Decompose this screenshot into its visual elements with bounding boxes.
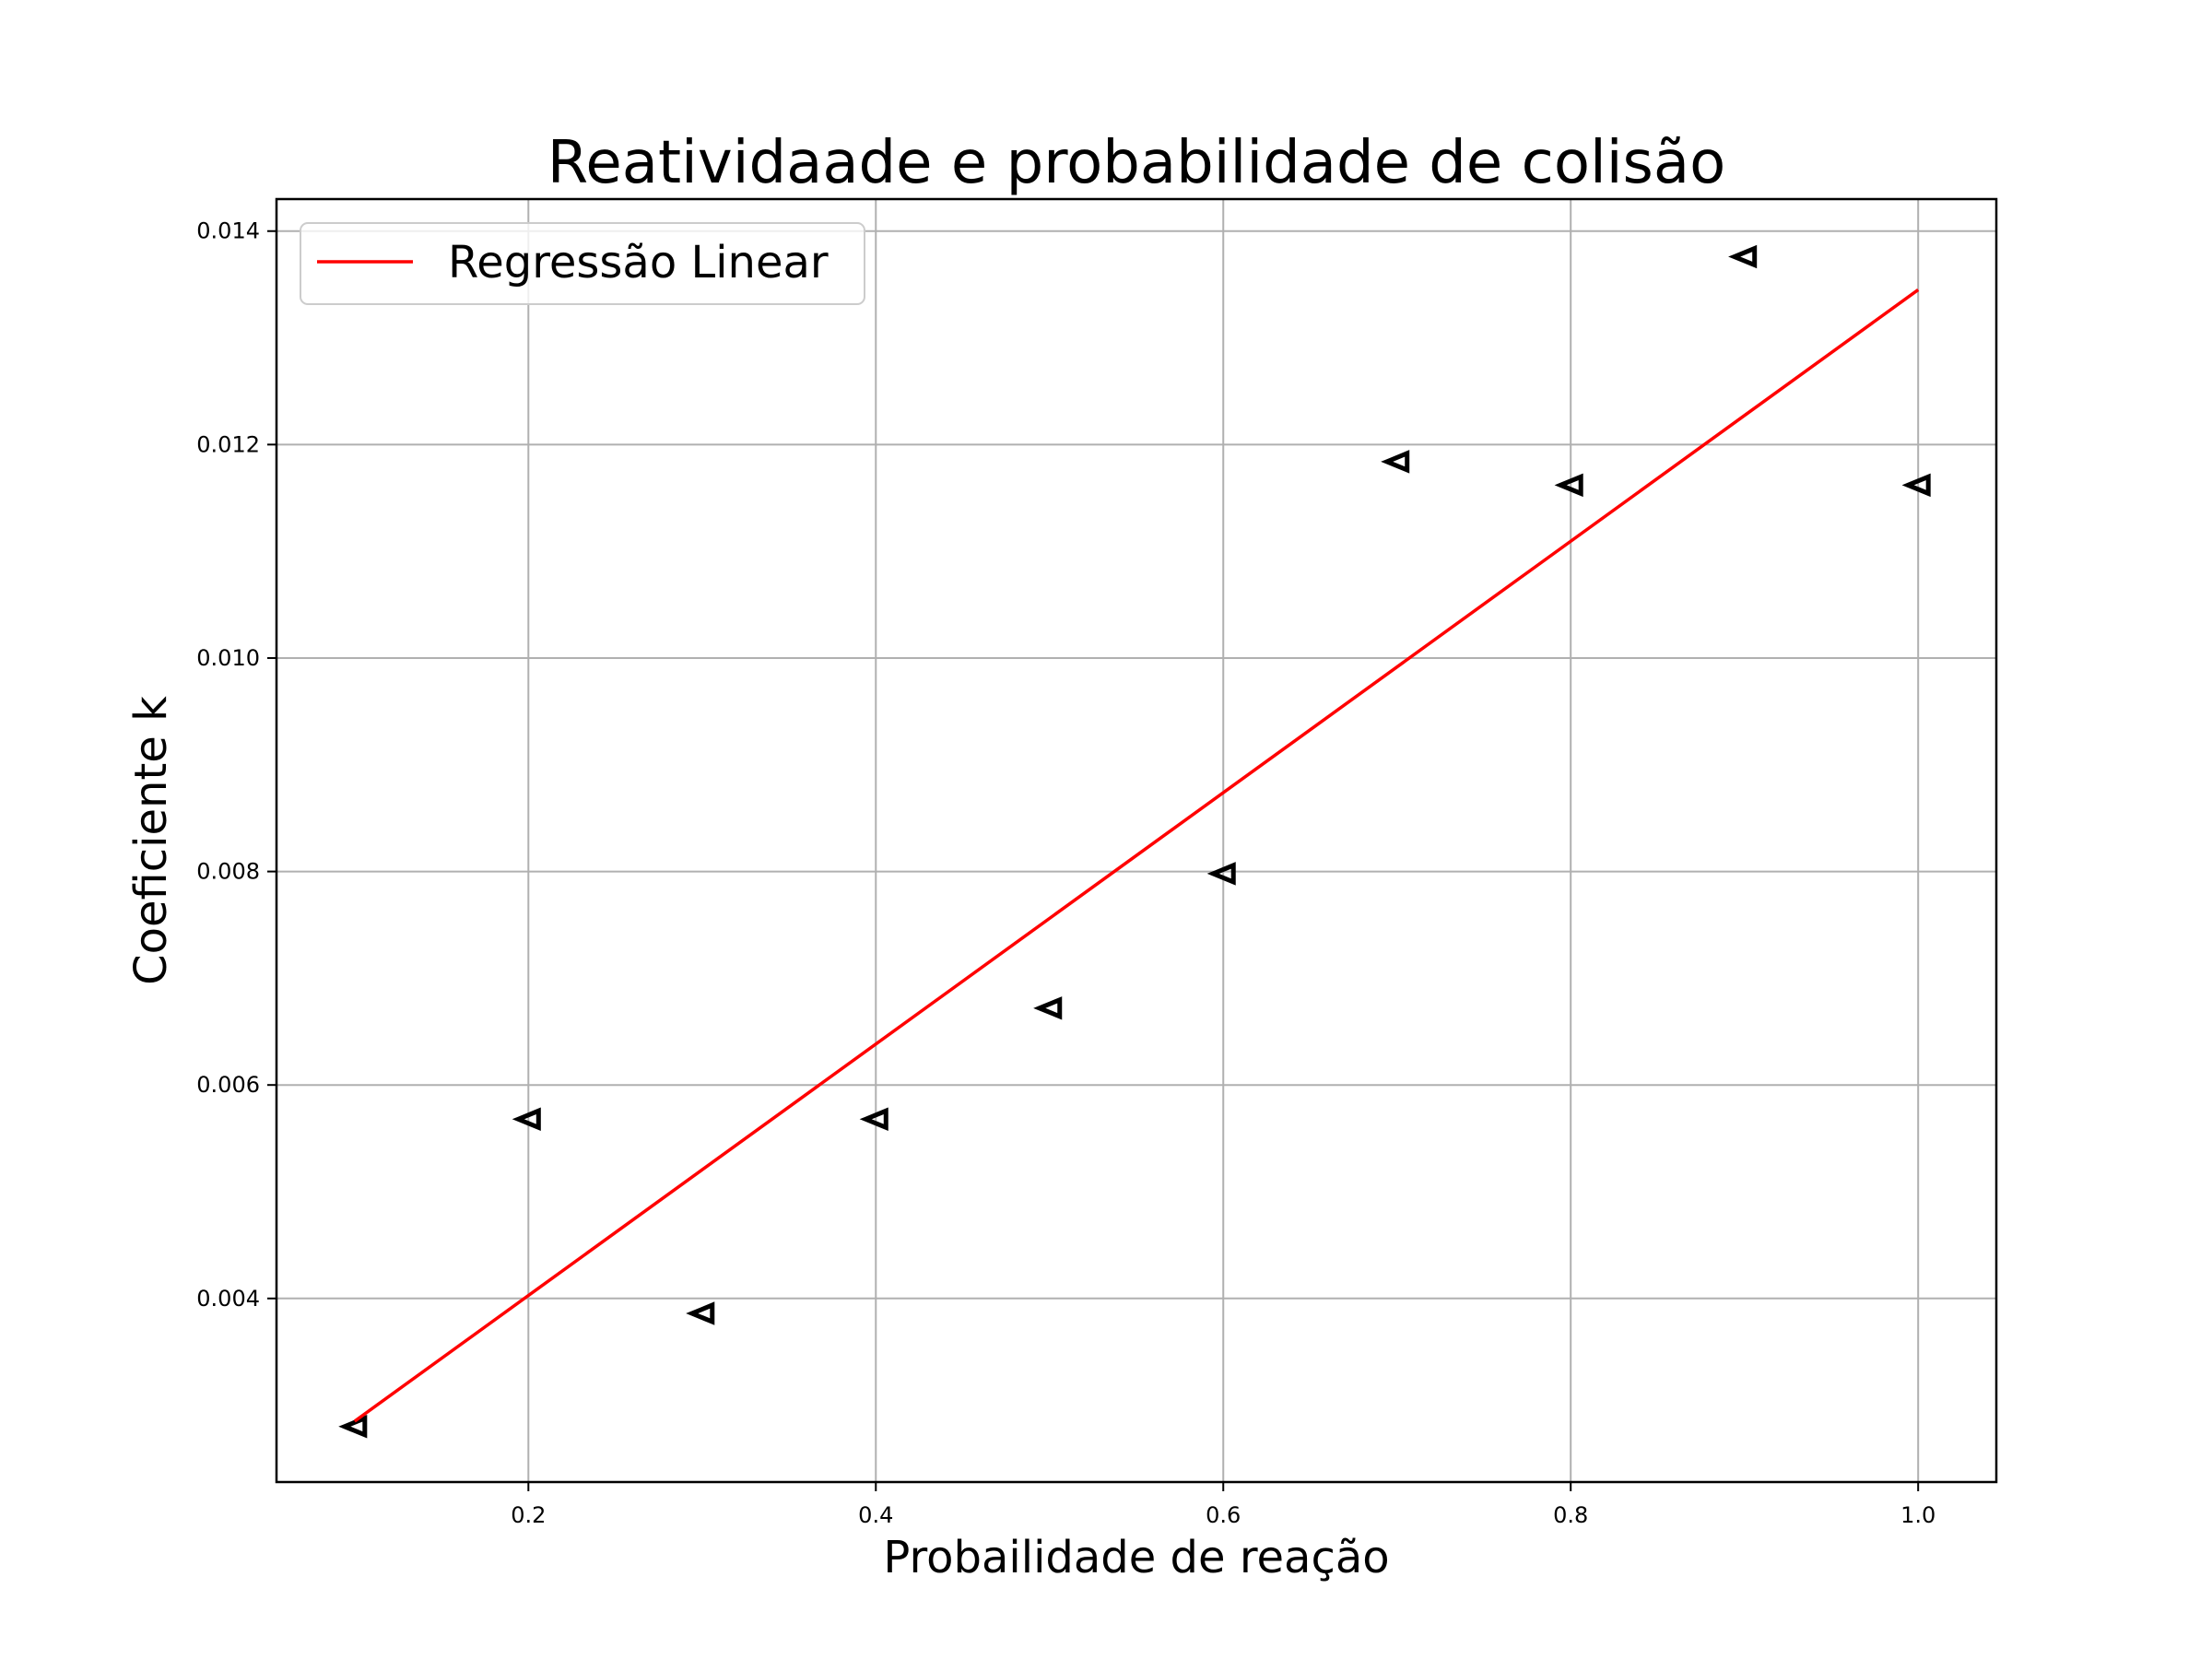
data-point (1381, 450, 1410, 474)
x-tick-label: 1.0 (1900, 1502, 1936, 1528)
legend-label: Regressão Linear (448, 237, 829, 288)
legend-box (300, 222, 865, 305)
x-tick-label: 0.2 (511, 1502, 546, 1528)
data-point (1033, 996, 1063, 1020)
x-tick-label: 0.6 (1206, 1502, 1241, 1528)
data-point (1206, 862, 1236, 886)
series-layer (338, 244, 1931, 1439)
chart-title: Reatividaade e probabilidade de colisão (547, 129, 1726, 197)
y-tick-label: 0.008 (196, 859, 260, 885)
x-tick-label: 0.4 (858, 1502, 893, 1528)
data-point (512, 1107, 541, 1131)
tick-layer: 0.2 0.4 0.6 0.8 1.0 0.004 0.006 0.008 0.010 0.012… (196, 218, 1936, 1528)
plot-frame (275, 197, 1998, 1484)
data-point (1901, 473, 1931, 498)
x-tick-label: 0.8 (1553, 1502, 1588, 1528)
regression-line (353, 288, 1920, 1423)
data-point (686, 1301, 715, 1325)
data-point (1554, 473, 1583, 498)
y-axis-label: Coeficiente k (125, 696, 177, 985)
data-point (859, 1107, 888, 1131)
legend: Regressão Linear (300, 222, 865, 305)
y-tick-label: 0.010 (196, 645, 260, 671)
data-point (338, 1415, 368, 1439)
y-tick-label: 0.014 (196, 218, 260, 244)
x-axis-label: Probailidade de reação (883, 1532, 1389, 1583)
y-tick-label: 0.006 (196, 1072, 260, 1098)
y-tick-label: 0.004 (196, 1286, 260, 1312)
data-point (1728, 244, 1758, 269)
y-tick-label: 0.012 (196, 431, 260, 457)
